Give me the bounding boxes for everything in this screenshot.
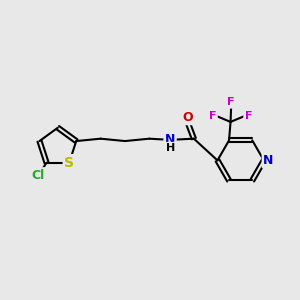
Text: N: N <box>263 154 274 167</box>
Text: F: F <box>227 97 235 107</box>
Text: N: N <box>165 134 175 146</box>
Text: H: H <box>166 143 175 153</box>
Text: F: F <box>244 111 252 121</box>
Text: F: F <box>209 111 217 121</box>
Text: O: O <box>182 111 193 124</box>
Text: S: S <box>64 156 74 170</box>
Text: Cl: Cl <box>32 169 45 182</box>
